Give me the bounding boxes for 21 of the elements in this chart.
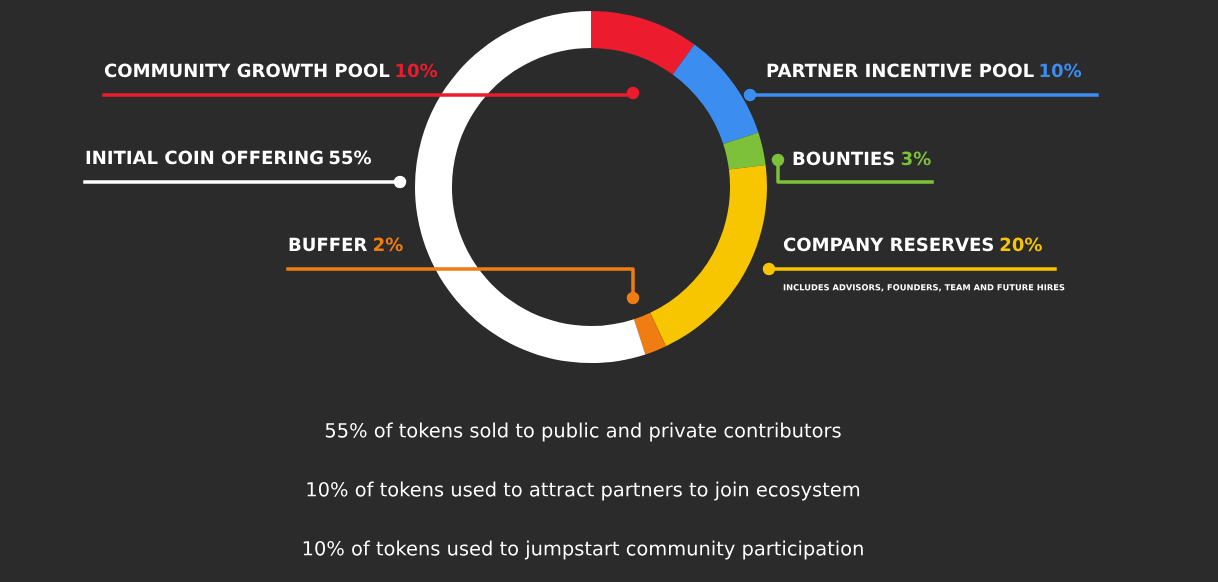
donut-slice <box>723 132 766 170</box>
text: 10% of tokens used to jumpstart community participation <box>303 540 863 560</box>
donut-slice <box>650 164 767 347</box>
data-label: 55% <box>329 150 372 165</box>
slice-label: INITIAL COIN OFFERING <box>86 150 323 165</box>
donut-slice <box>633 312 666 355</box>
data-label: 10% <box>396 63 438 78</box>
text: INCLUDES ADVISORS, FOUNDERS, TEAM AND FUTURE HIRES <box>783 284 1065 292</box>
data-label: 2% <box>374 237 403 252</box>
text: 55% of tokens sold to public and private contributors <box>325 422 841 442</box>
data-label: 20% <box>1000 237 1042 252</box>
slice-label: BUFFER <box>289 237 367 252</box>
legend-label: BOUNTIES <box>793 151 894 166</box>
slice-label: COMPANY RESERVES <box>783 237 994 252</box>
data-label: 10% <box>1040 63 1082 78</box>
slice-label: COMMUNITY GROWTH POOL <box>104 63 390 78</box>
donut-slice <box>591 11 695 75</box>
donut-slice <box>672 44 759 145</box>
slice-label: PARTNER INCENTIVE POOL <box>767 63 1034 78</box>
data-label: 3% <box>901 151 931 166</box>
text: 10% of tokens used to attract partners to join ecosystem <box>307 481 860 501</box>
